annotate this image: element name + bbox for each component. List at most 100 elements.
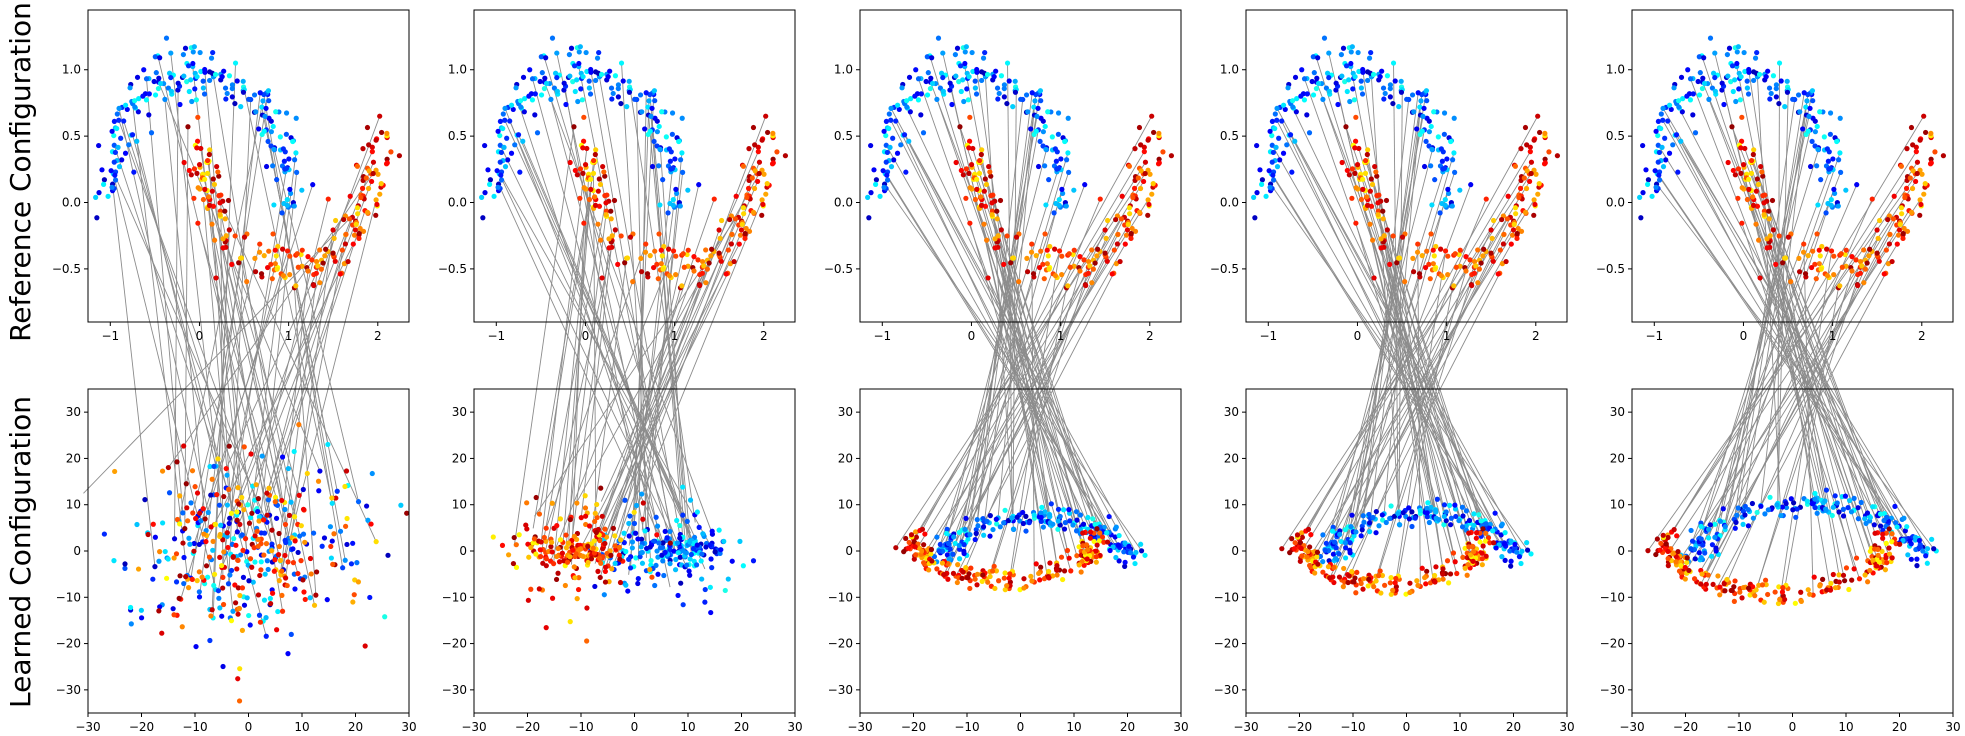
y-tick-label: −10 [828,590,853,604]
reference-point [1360,176,1366,182]
reference-point [502,105,508,111]
learned-point [1698,523,1704,530]
reference-point [888,164,895,170]
correspondence-line [659,149,688,541]
reference-point [596,49,602,56]
learned-point [1070,522,1076,528]
reference-point [1370,71,1377,78]
reference-point [1052,246,1058,252]
learned-point [325,441,331,448]
reference-point [1889,258,1895,265]
learned-point [642,528,648,534]
reference-point [622,260,628,266]
reference-point [190,60,196,67]
learned-point [662,549,668,555]
reference-point [194,138,201,144]
reference-point [1411,109,1417,115]
learned-point [901,549,907,555]
reference-point [1276,135,1282,141]
reference-point [479,194,485,200]
reference-point [703,280,709,286]
reference-point [1269,118,1275,125]
reference-point [168,74,174,81]
x-tick-label: 0 [1403,720,1411,734]
reference-point [978,202,985,208]
learned-point [1138,548,1145,554]
learned-point [612,533,618,539]
reference-point [280,273,287,279]
reference-point [1065,283,1071,289]
learned-point [1466,517,1473,524]
learned-point [1823,487,1830,493]
reference-point [983,181,990,188]
reference-point [1117,258,1123,265]
reference-point [180,51,186,58]
reference-point [284,202,290,208]
correspondence-line [243,89,333,504]
reference-point [1449,203,1455,209]
learned-point [1501,541,1508,547]
learned-point [661,572,667,579]
learned-point [211,463,217,470]
learned-point [1452,559,1458,565]
learned-point [1423,581,1429,587]
learned-point [1010,526,1017,532]
learned-point [963,565,969,571]
reference-point [648,113,654,119]
learned-point [296,422,302,428]
reference-point [894,102,901,108]
reference-point [498,172,504,178]
learned-point [122,565,128,571]
correspondence-line [593,173,597,550]
y-tick-label: 0.5 [62,129,81,143]
x-tick-label: 10 [1838,720,1853,734]
learned-point [1924,546,1931,552]
reference-point [691,254,697,260]
reference-point [1886,241,1893,247]
learned-point [1351,579,1357,585]
y-tick-label: −20 [56,637,81,651]
learned-point [291,448,297,455]
learned-point [1722,524,1728,530]
reference-point [1813,276,1819,282]
learned-point [238,552,244,558]
learned-point [1490,528,1496,534]
axes-frame [473,9,796,323]
learned-point [1084,547,1091,553]
reference-point [1468,182,1474,188]
correspondence-line [1754,270,1853,596]
reference-point [563,101,569,108]
reference-point [637,92,644,98]
correspondence-line [1656,183,1935,550]
y-tick-label: −10 [56,590,81,604]
reference-point [1410,269,1417,275]
learned-point [513,564,520,570]
learned-point [190,510,196,516]
y-tick-label: −20 [1600,637,1625,651]
learned-point [1406,516,1412,522]
reference-point [605,74,611,80]
reference-point [923,78,929,85]
learned-point [1346,573,1352,579]
reference-point [501,144,507,150]
reference-point [1299,67,1305,73]
reference-point [153,70,159,76]
learned-point [234,509,240,515]
learned-point [1463,508,1470,514]
reference-point [1254,190,1260,196]
learned-point [1062,520,1068,526]
x-tick-label: 10 [1066,720,1081,734]
correspondence-line [1662,108,1905,519]
reference-point [593,147,599,153]
learned-point [245,502,251,508]
reference-point [738,227,745,233]
learned-point [596,555,603,561]
reference-point [549,35,556,41]
reference-point [577,166,584,172]
correspondence-line [994,247,1070,559]
learned-point [1366,520,1373,526]
learned-point [543,563,549,569]
reference-point [1439,158,1445,164]
reference-point [1304,91,1310,97]
reference-point [532,91,538,97]
